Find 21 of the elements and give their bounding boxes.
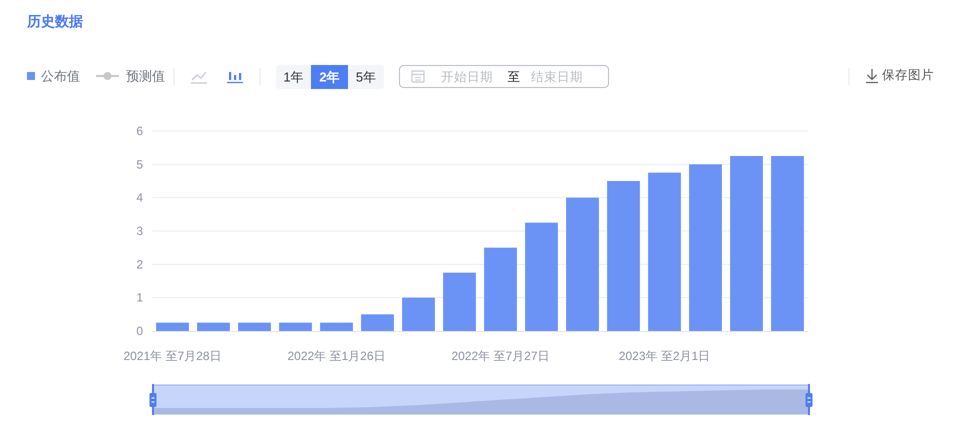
range-button: 5年 [348, 65, 384, 89]
y-tick-label: 2 [136, 257, 143, 272]
x-tick-label: 2022年 至1月26日 [287, 349, 386, 363]
date-separator: 至 [508, 70, 520, 84]
y-tick-label: 6 [136, 124, 143, 138]
x-tick-label: 2021年 至7月28日 [123, 349, 222, 363]
y-tick-label: 1 [136, 290, 143, 305]
legend-label: 预测值 [126, 68, 165, 84]
save-image-label: 保存图片 [882, 68, 934, 82]
date-placeholder: 开始日期 [441, 70, 493, 84]
title: 历史数据 [27, 13, 83, 29]
range-button-selected: 2年 [311, 65, 348, 89]
y-tick-label: 3 [136, 224, 143, 238]
y-tick-label: 4 [136, 190, 143, 205]
y-tick-label: 0 [136, 324, 143, 338]
range-button: 1年 [276, 65, 311, 89]
y-tick-label: 5 [136, 157, 143, 172]
legend-label: 公布值 [41, 68, 80, 84]
x-tick-label: 2023年 至2月1日 [618, 349, 710, 363]
x-tick-label: 2022年 至7月27日 [451, 349, 550, 363]
date-placeholder: 结束日期 [531, 70, 583, 84]
